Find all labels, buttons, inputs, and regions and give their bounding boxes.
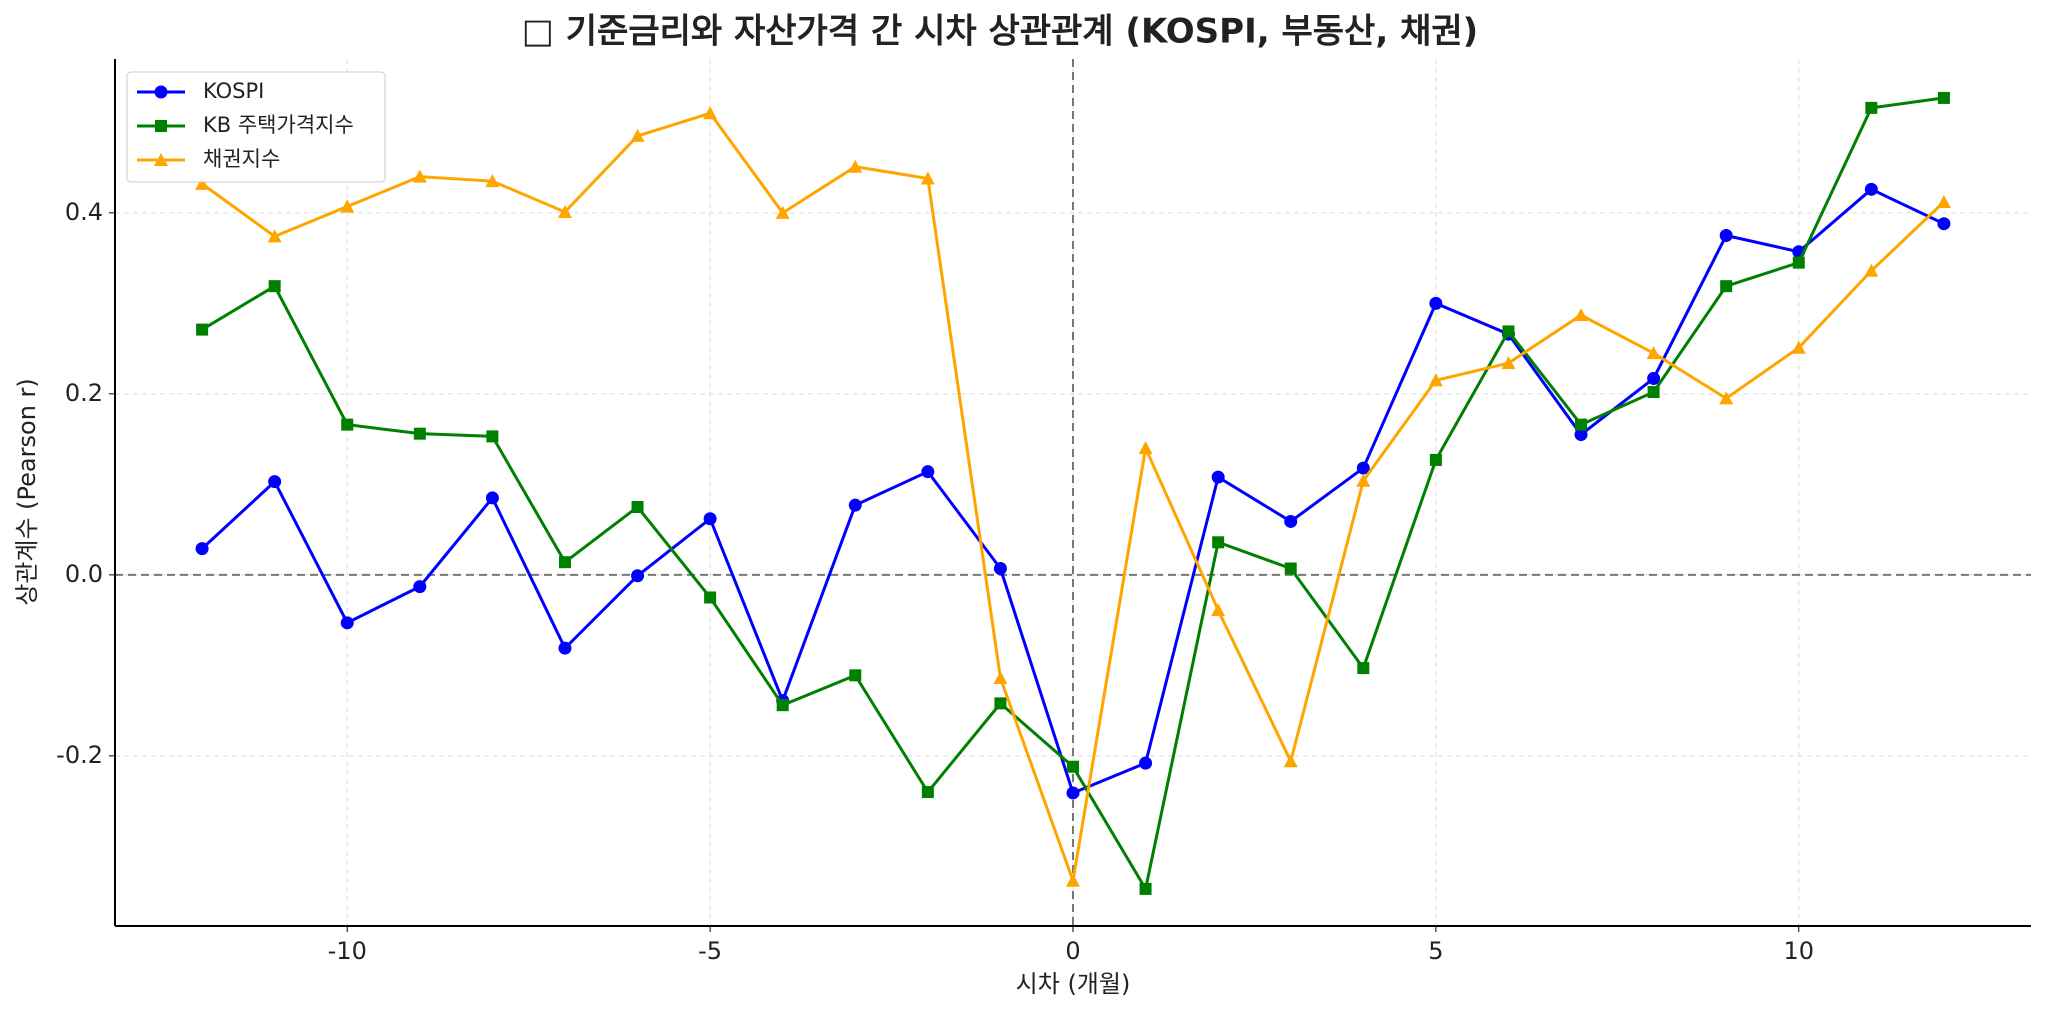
marker — [703, 512, 717, 526]
y-tick-label: 0.4 — [65, 198, 103, 226]
marker — [848, 159, 863, 173]
marker — [1429, 296, 1443, 310]
marker — [921, 786, 934, 799]
marker — [775, 205, 790, 219]
marker — [1138, 441, 1153, 455]
marker — [485, 491, 499, 505]
marker — [1719, 391, 1734, 405]
marker — [1429, 453, 1442, 466]
y-tick-label: 0.0 — [65, 560, 103, 588]
marker — [1937, 91, 1950, 104]
marker — [994, 697, 1007, 710]
marker — [1574, 428, 1588, 442]
x-axis-label: 시차 (개월) — [1016, 970, 1131, 998]
marker — [1646, 346, 1661, 360]
marker — [1792, 256, 1805, 269]
y-tick-label: 0.2 — [65, 379, 103, 407]
x-tick-label: 5 — [1428, 937, 1443, 965]
legend-label: 채권지수 — [203, 147, 280, 171]
marker — [1284, 514, 1298, 528]
marker — [1283, 754, 1298, 768]
marker — [1501, 356, 1516, 370]
marker — [195, 176, 210, 190]
marker — [340, 616, 354, 630]
marker — [630, 128, 645, 142]
marker — [1936, 194, 1951, 208]
marker — [341, 418, 354, 431]
marker — [154, 153, 168, 166]
x-tick-label: 0 — [1065, 937, 1080, 965]
marker — [920, 171, 935, 185]
marker — [631, 569, 645, 583]
marker — [1575, 418, 1588, 431]
x-tick-label: 10 — [1783, 937, 1814, 965]
marker — [1211, 603, 1226, 617]
marker — [1356, 473, 1371, 487]
marker — [268, 280, 281, 293]
marker — [1864, 263, 1879, 277]
marker — [1066, 873, 1080, 887]
marker — [1067, 760, 1079, 773]
marker — [1356, 461, 1370, 475]
marker — [1720, 280, 1733, 293]
marker — [413, 427, 426, 440]
marker — [1139, 882, 1152, 895]
marker — [848, 498, 862, 512]
marker — [1502, 325, 1515, 338]
y-tick-label: -0.2 — [56, 741, 103, 769]
marker — [1791, 340, 1806, 354]
x-tick-label: -5 — [698, 937, 722, 965]
marker — [558, 641, 572, 655]
marker — [267, 229, 282, 243]
marker — [1139, 756, 1153, 770]
marker — [1574, 308, 1589, 322]
marker — [1212, 536, 1225, 549]
marker — [268, 475, 282, 489]
marker — [413, 580, 427, 594]
marker — [340, 199, 355, 213]
marker — [993, 671, 1008, 685]
marker — [154, 85, 168, 99]
marker — [993, 562, 1007, 576]
marker — [196, 323, 209, 336]
marker — [849, 669, 862, 682]
marker — [1719, 228, 1733, 242]
marker — [1647, 386, 1660, 399]
marker — [485, 174, 500, 188]
marker — [1066, 786, 1080, 800]
legend-label: KOSPI — [203, 79, 264, 103]
legend-box — [126, 71, 386, 183]
marker — [776, 699, 789, 712]
marker — [1937, 217, 1951, 231]
marker — [1357, 662, 1370, 675]
y-axis-label: 상관계수 (Pearson r) — [13, 378, 41, 606]
marker — [412, 169, 427, 183]
marker — [631, 500, 644, 513]
legend-label: KB 주택가격지수 — [203, 113, 354, 137]
marker — [1865, 101, 1878, 114]
marker — [1211, 470, 1225, 484]
marker — [921, 465, 935, 479]
marker — [558, 556, 571, 569]
marker — [1864, 182, 1878, 196]
marker — [486, 430, 499, 443]
marker — [703, 106, 718, 120]
marker — [1647, 371, 1661, 385]
marker — [557, 204, 572, 218]
marker — [1284, 562, 1297, 575]
marker — [1428, 373, 1443, 387]
x-tick-label: -10 — [328, 937, 367, 965]
marker — [704, 591, 717, 604]
marker — [155, 120, 167, 132]
chart-title: □ 기준금리와 자산가격 간 시차 상관관계 (KOSPI, 부동산, 채권) — [522, 12, 1478, 52]
marker — [195, 542, 209, 556]
